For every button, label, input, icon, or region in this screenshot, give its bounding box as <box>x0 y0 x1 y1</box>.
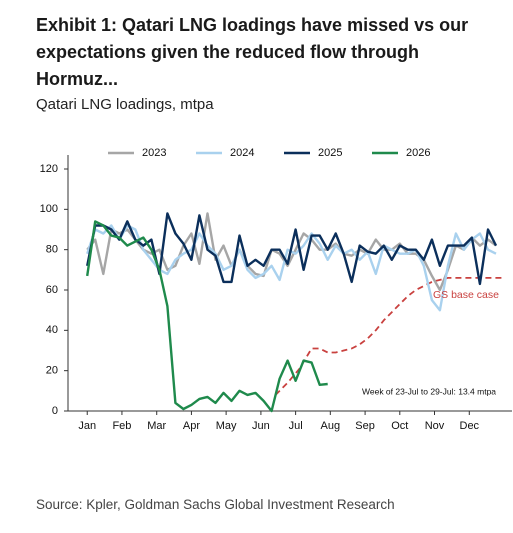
legend-label: 2026 <box>406 147 430 159</box>
y-tick-label: 0 <box>52 405 58 417</box>
series-line <box>86 212 498 286</box>
series-line <box>86 220 328 413</box>
y-tick-label: 20 <box>46 365 58 377</box>
legend-label: 2025 <box>318 147 342 159</box>
y-tick-label: 120 <box>40 163 58 175</box>
x-tick-label: May <box>216 420 237 432</box>
legend-label: 2024 <box>230 147 254 159</box>
annotation: Week of 23-Jul to 29-Jul: 13.4 mtpa <box>362 386 496 396</box>
x-tick-label: Nov <box>425 420 445 432</box>
chart-subtitle: Qatari LNG loadings, mtpa <box>36 96 214 113</box>
x-tick-label: Apr <box>183 420 200 432</box>
x-tick-label: Jan <box>78 420 96 432</box>
x-tick-label: Jul <box>289 420 303 432</box>
y-tick-label: 80 <box>46 244 58 256</box>
x-tick-label: Sep <box>355 420 375 432</box>
chart-title: Exhibit 1: Qatari LNG loadings have miss… <box>36 15 469 89</box>
y-tick-label: 40 <box>46 324 58 336</box>
y-tick-label: 60 <box>46 284 58 296</box>
x-tick-label: Oct <box>391 420 408 432</box>
x-tick-label: Mar <box>147 420 166 432</box>
series-label: GS base case <box>433 289 499 301</box>
y-tick-label: 100 <box>40 203 58 215</box>
forecast-line <box>274 277 504 396</box>
x-tick-label: Feb <box>112 420 131 432</box>
source-note: Source: Kpler, Goldman Sachs Global Inve… <box>36 497 395 512</box>
x-tick-label: Jun <box>252 420 270 432</box>
x-tick-label: Aug <box>321 420 341 432</box>
x-tick-label: Dec <box>460 420 480 432</box>
legend-label: 2023 <box>142 147 166 159</box>
